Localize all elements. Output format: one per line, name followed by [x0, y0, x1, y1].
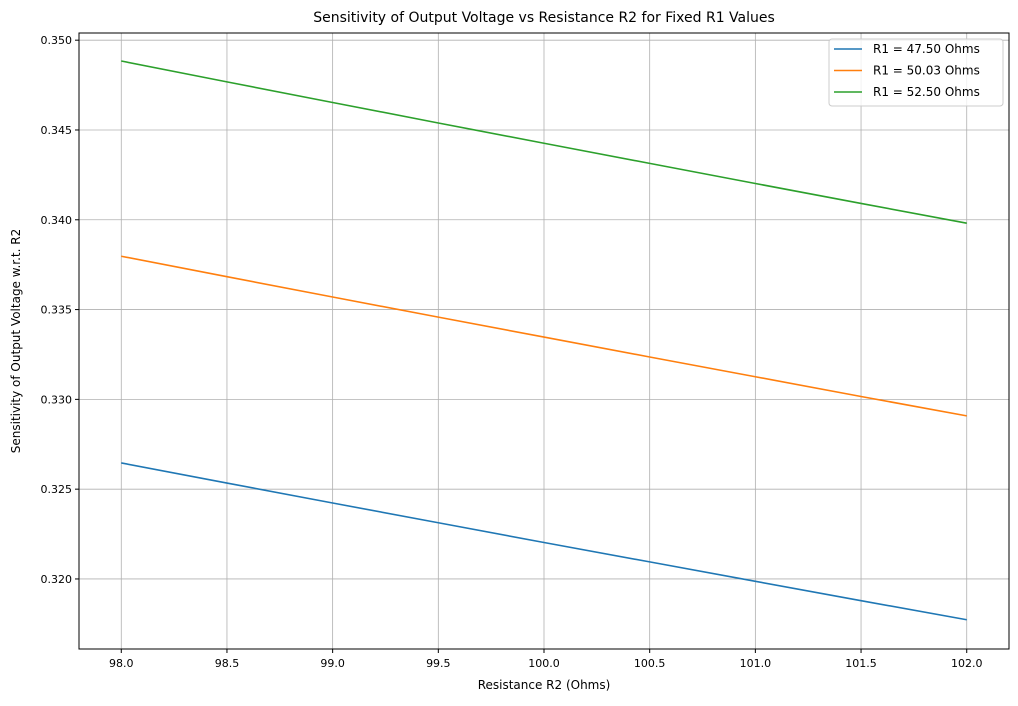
y-tick-label: 0.330 — [41, 393, 73, 406]
x-tick-label: 98.0 — [109, 657, 134, 670]
x-tick-label: 100.5 — [634, 657, 666, 670]
series-line-3 — [121, 60, 967, 224]
series-line-1 — [121, 462, 967, 621]
x-tick-label: 101.0 — [740, 657, 772, 670]
y-tick-label: 0.345 — [41, 124, 73, 137]
y-tick-label: 0.335 — [41, 304, 73, 317]
legend-label: R1 = 50.03 Ohms — [873, 64, 980, 78]
y-axis: 0.320 0.325 0.330 0.335 0.340 0.345 0.350 — [41, 34, 79, 586]
x-tick-label: 99.0 — [320, 657, 345, 670]
y-tick-label: 0.340 — [41, 214, 73, 227]
grid — [79, 33, 1009, 649]
legend-label: R1 = 47.50 Ohms — [873, 42, 980, 56]
y-tick-label: 0.325 — [41, 483, 73, 496]
legend-box — [828, 38, 1004, 107]
x-tick-label: 99.5 — [426, 657, 451, 670]
chart-title: Sensitivity of Output Voltage vs Resista… — [313, 10, 775, 26]
x-tick-label: 100.0 — [528, 657, 560, 670]
x-tick-label: 98.5 — [215, 657, 240, 670]
x-axis: 98.0 98.5 99.0 99.5 100.0 100.5 101.0 101.5 102.… — [109, 649, 982, 670]
x-tick-label: 101.5 — [845, 657, 877, 670]
series-line-2 — [121, 255, 967, 417]
legend-label: R1 = 52.50 Ohms — [873, 85, 980, 99]
series-lines — [121, 60, 967, 621]
x-axis-label: Resistance R2 (Ohms) — [478, 678, 611, 692]
y-axis-label: Sensitivity of Output Voltage w.r.t. R2 — [9, 229, 23, 453]
y-tick-label: 0.320 — [41, 573, 73, 586]
legend: R1 = 47.50 Ohms R1 = 50.03 Ohms R1 = 52.50… — [828, 38, 1004, 107]
x-tick-label: 102.0 — [951, 657, 983, 670]
y-tick-label: 0.350 — [41, 34, 73, 47]
